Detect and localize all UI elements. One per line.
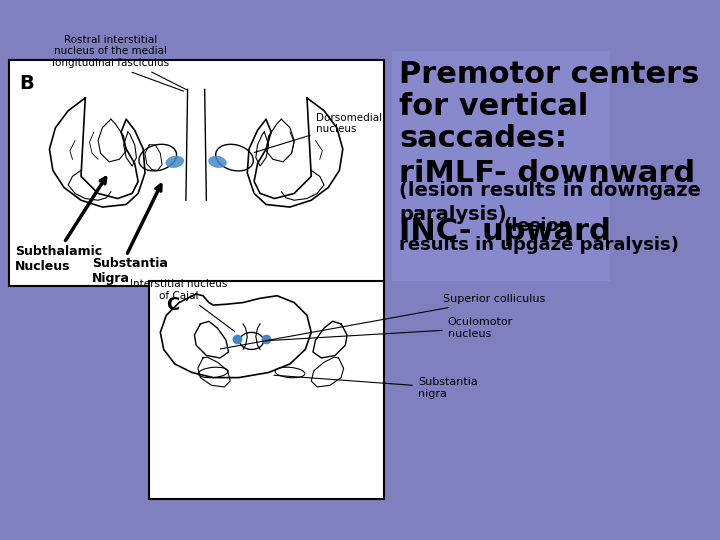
Text: Interstitial nucleus
of Cajal: Interstitial nucleus of Cajal <box>130 279 235 332</box>
Text: Substantia
nigra: Substantia nigra <box>274 375 477 399</box>
Text: Premotor centers
for vertical
saccades:: Premotor centers for vertical saccades: <box>399 59 699 153</box>
Ellipse shape <box>275 367 305 378</box>
Ellipse shape <box>198 367 228 378</box>
Text: Dorsomedial
nucleus: Dorsomedial nucleus <box>254 113 382 152</box>
Ellipse shape <box>216 144 253 171</box>
Text: Superior colliculus: Superior colliculus <box>220 294 546 349</box>
FancyBboxPatch shape <box>392 51 610 281</box>
Text: Substantia
Nigra: Substantia Nigra <box>92 258 168 285</box>
Text: Subthalamic
Nucleus: Subthalamic Nucleus <box>15 245 102 273</box>
Text: riMLF- downward: riMLF- downward <box>399 159 696 188</box>
Ellipse shape <box>240 333 264 349</box>
Ellipse shape <box>262 335 270 343</box>
Text: (lesion: (lesion <box>503 217 572 235</box>
FancyBboxPatch shape <box>149 281 384 498</box>
Ellipse shape <box>139 144 176 171</box>
Ellipse shape <box>166 156 184 168</box>
FancyBboxPatch shape <box>9 59 384 286</box>
Ellipse shape <box>208 156 227 168</box>
Ellipse shape <box>233 335 241 343</box>
Text: Rostral interstitial
nucleus of the medial
longitudinal fasciculus: Rostral interstitial nucleus of the medi… <box>53 35 186 90</box>
Text: results in upgaze paralysis): results in upgaze paralysis) <box>399 236 679 254</box>
Text: C: C <box>166 296 179 314</box>
Text: (lesion results in downgaze
paralysis): (lesion results in downgaze paralysis) <box>399 181 701 224</box>
Text: INC- upward: INC- upward <box>399 217 611 246</box>
Text: Oculomotor
nucleus: Oculomotor nucleus <box>266 318 513 341</box>
Text: B: B <box>19 74 34 93</box>
